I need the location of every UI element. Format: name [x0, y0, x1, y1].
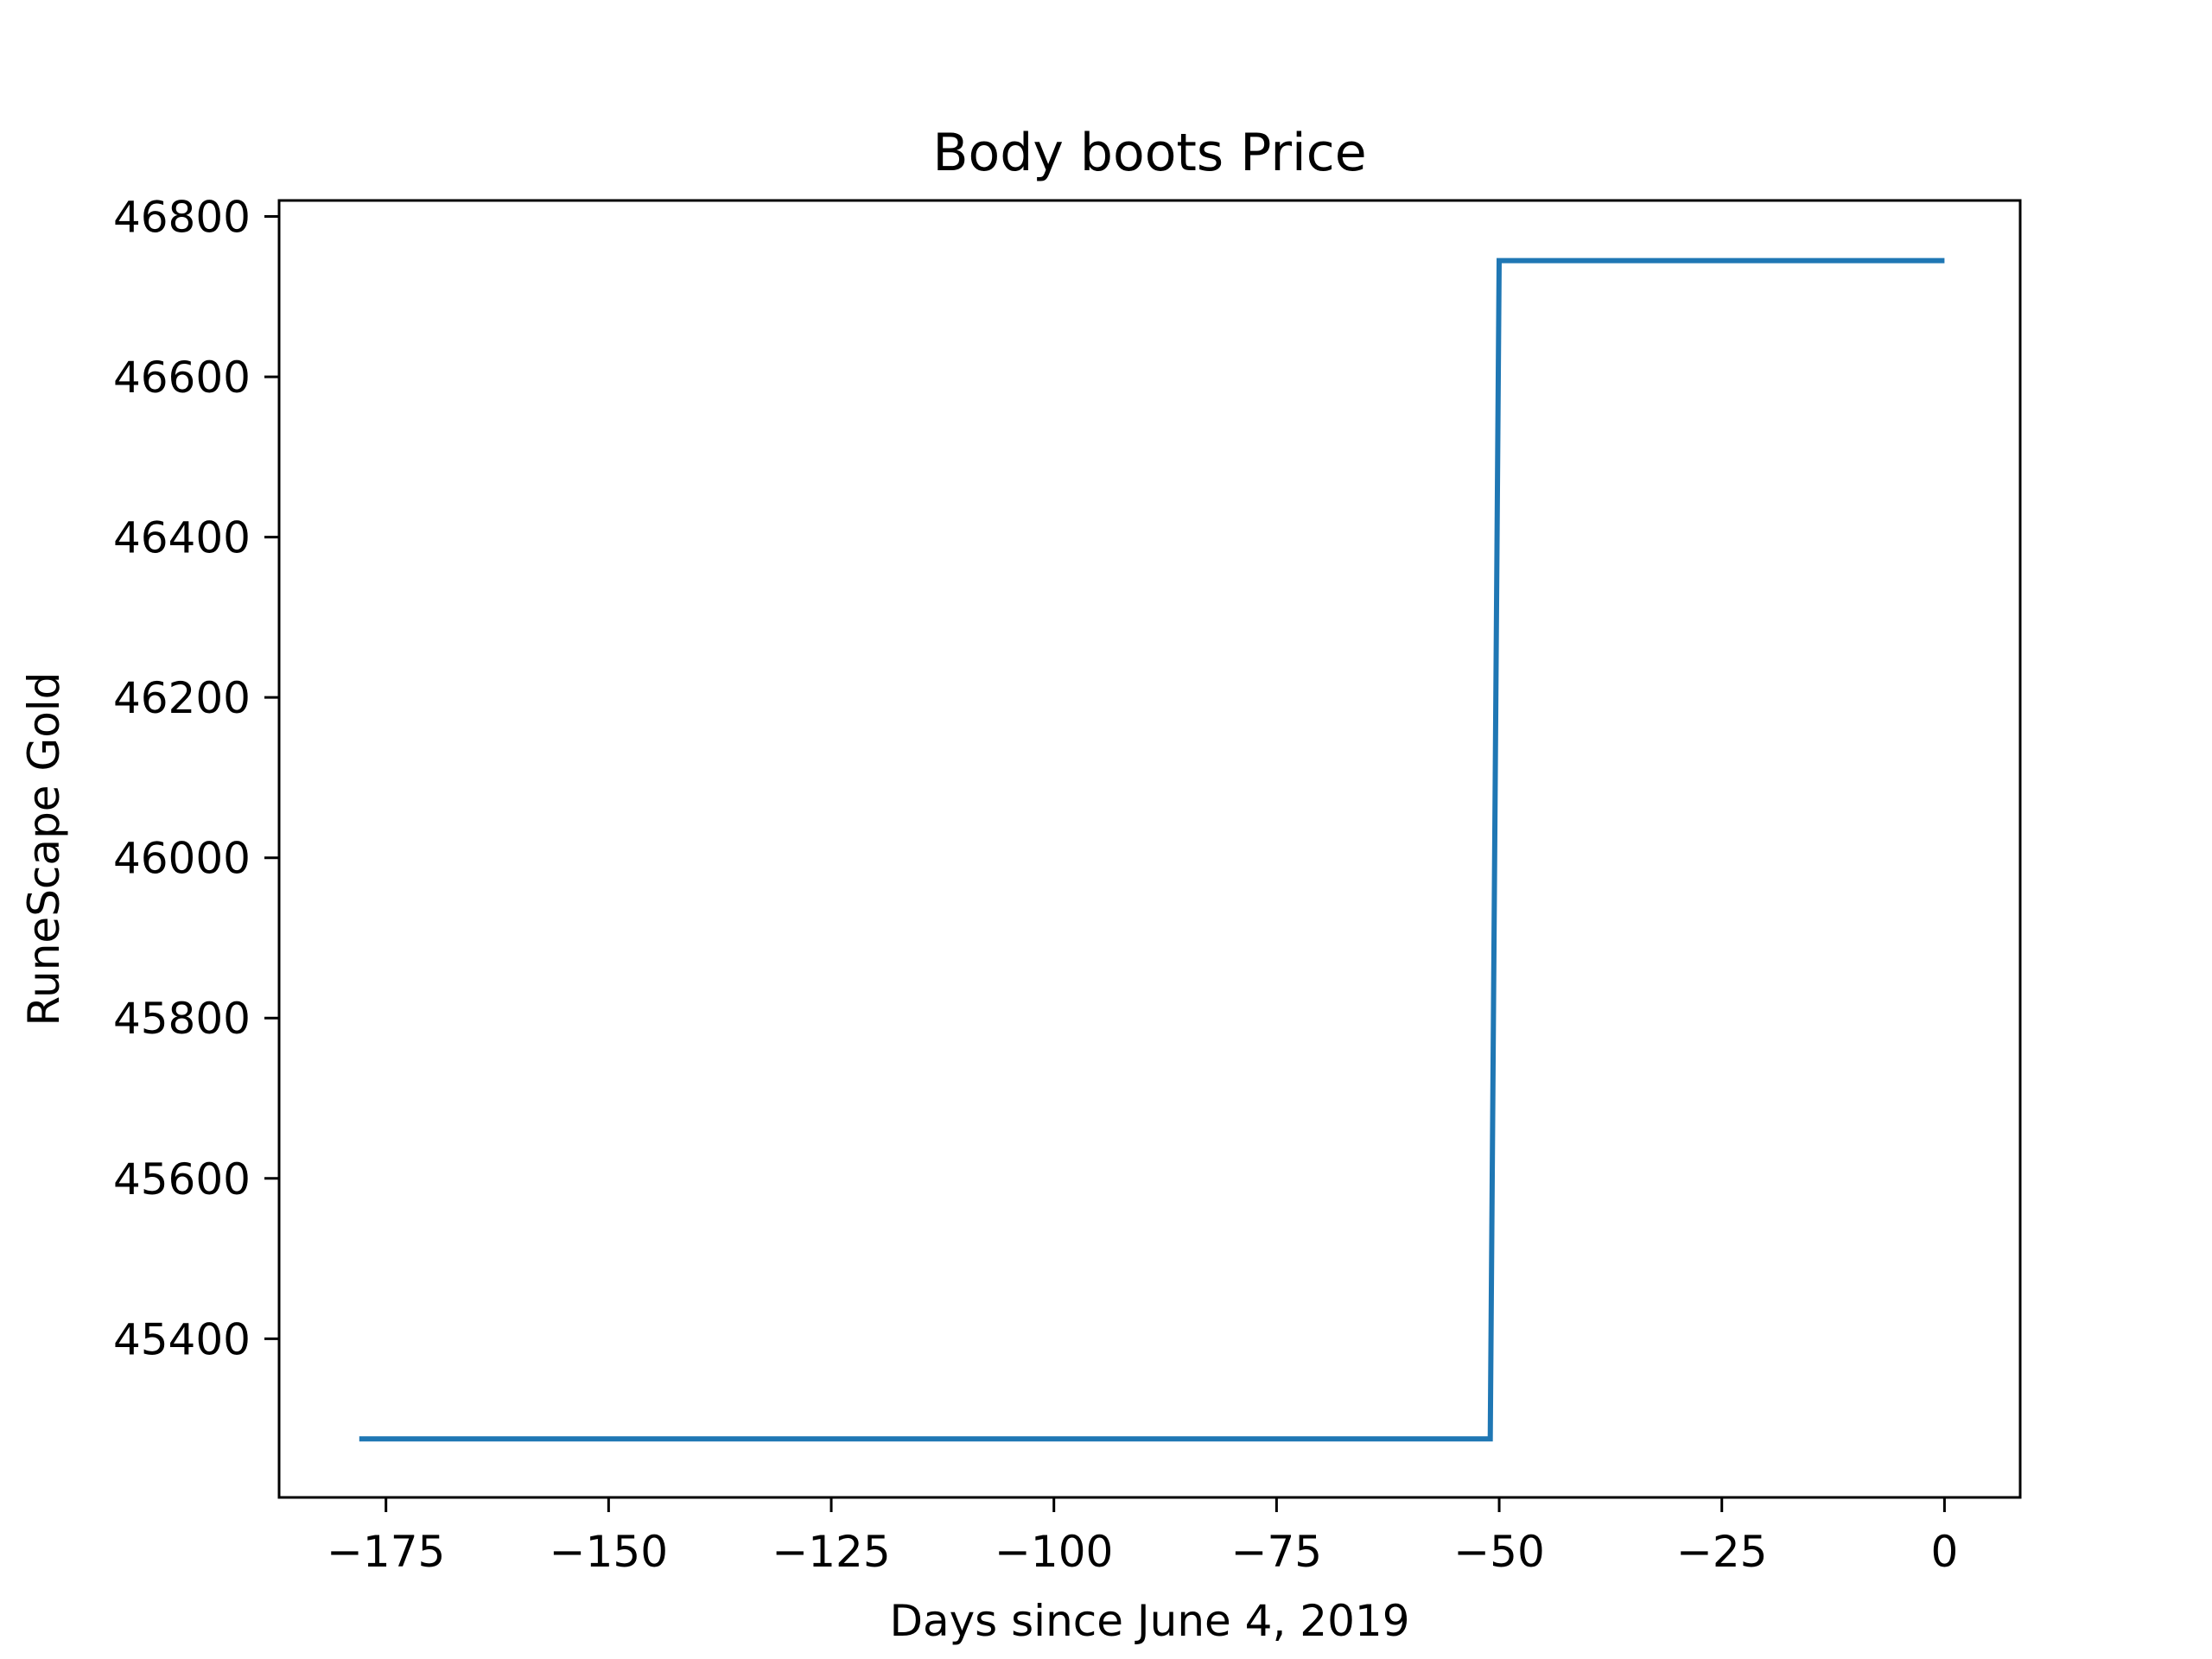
- y-tick-label: 45600: [113, 1154, 251, 1205]
- chart-title: Body boots Price: [932, 123, 1366, 183]
- y-tick-label: 45400: [113, 1314, 251, 1364]
- x-tick-label: −75: [1231, 1527, 1323, 1577]
- price-series-line: [359, 257, 1945, 1442]
- y-axis: 45400 45600 45800 46000 46200 46400 46600 46800: [113, 193, 279, 1364]
- y-tick-label: 46000: [113, 834, 251, 884]
- y-tick-label: 45800: [113, 994, 251, 1044]
- y-axis-label: RuneScape Gold: [19, 672, 69, 1027]
- x-tick-label: −25: [1676, 1527, 1768, 1577]
- y-tick-label: 46800: [113, 193, 251, 243]
- x-tick-label: 0: [1930, 1527, 1958, 1577]
- y-tick-label: 46600: [113, 353, 251, 403]
- y-tick-label: 46200: [113, 673, 251, 723]
- x-tick-label: −125: [772, 1527, 890, 1577]
- x-tick-label: −150: [550, 1527, 668, 1577]
- x-tick-label: −100: [995, 1527, 1113, 1577]
- plot-area: [359, 257, 1945, 1442]
- y-tick-label: 46400: [113, 513, 251, 563]
- x-tick-label: −50: [1453, 1527, 1545, 1577]
- x-tick-label: −175: [327, 1527, 445, 1577]
- plot-frame: [277, 199, 2022, 1499]
- x-axis-label: Days since June 4, 2019: [889, 1596, 1409, 1646]
- x-axis: −175 −150 −125 −100 −75 −50 −25 0: [327, 1497, 1958, 1577]
